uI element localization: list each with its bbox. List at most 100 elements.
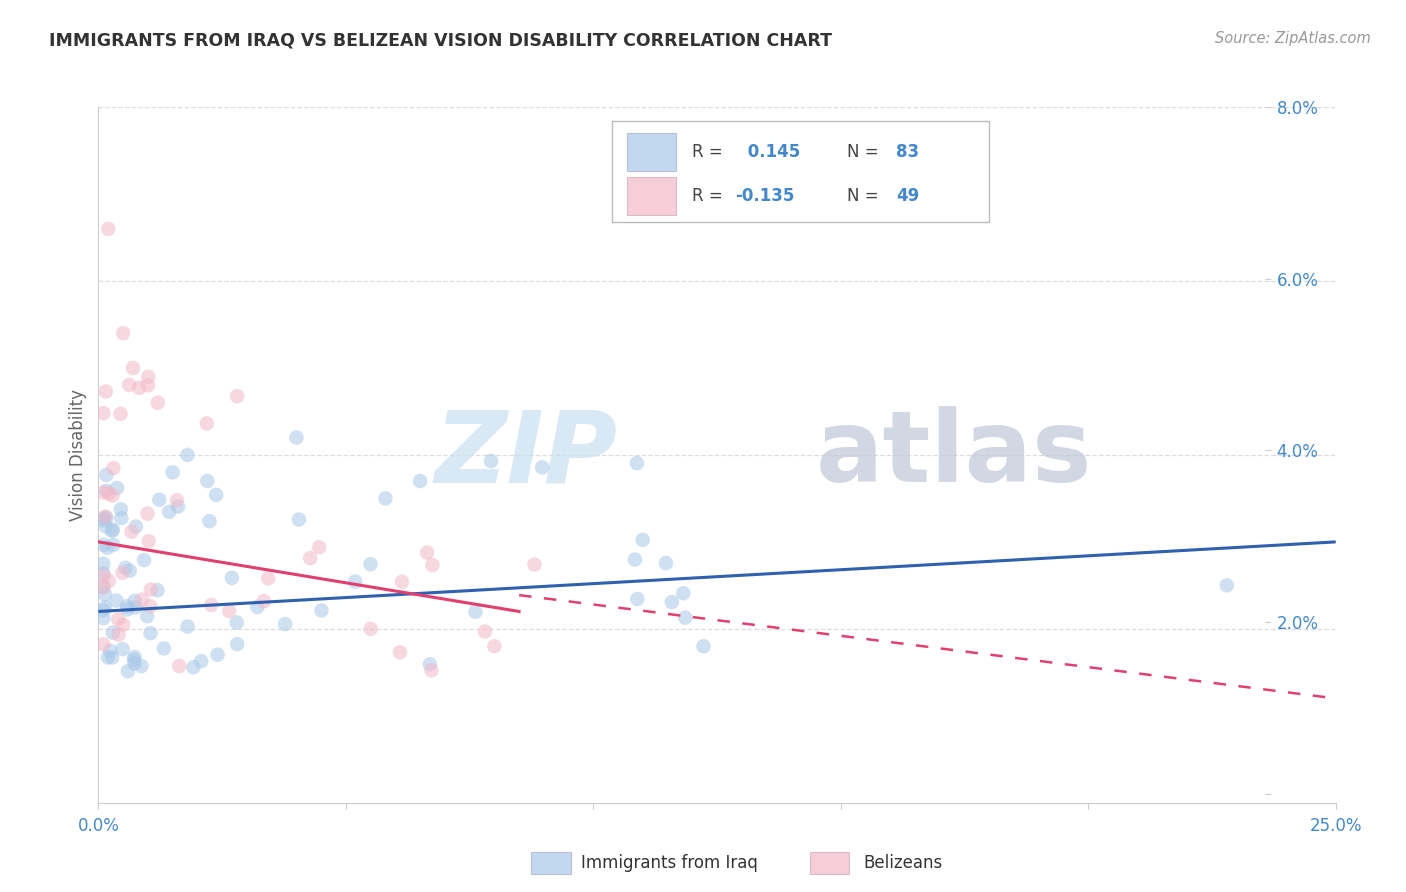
Point xyxy=(405,615,427,630)
Point xyxy=(249,653,271,667)
Text: IMMIGRANTS FROM IRAQ VS BELIZEAN VISION DISABILITY CORRELATION CHART: IMMIGRANTS FROM IRAQ VS BELIZEAN VISION … xyxy=(49,31,832,49)
Point xyxy=(637,547,659,561)
Point xyxy=(195,646,218,660)
Point xyxy=(174,637,197,651)
Point xyxy=(186,635,208,649)
Point xyxy=(236,652,259,666)
Point xyxy=(218,488,240,502)
Point xyxy=(177,483,200,498)
FancyBboxPatch shape xyxy=(803,843,837,864)
Point xyxy=(287,630,309,644)
Point xyxy=(208,375,231,389)
Point xyxy=(314,566,336,580)
Point xyxy=(169,560,191,574)
Text: 0.145: 0.145 xyxy=(742,143,800,161)
Point xyxy=(217,577,239,591)
Point xyxy=(264,591,287,606)
Point xyxy=(184,506,207,520)
Point xyxy=(170,506,193,520)
Point xyxy=(187,611,209,625)
Point xyxy=(361,597,384,611)
Point xyxy=(183,621,205,635)
Point xyxy=(186,559,208,574)
Point xyxy=(640,585,662,599)
Point xyxy=(169,574,191,588)
Point xyxy=(260,412,283,426)
Point xyxy=(222,634,245,648)
Point xyxy=(510,450,533,464)
Text: N =: N = xyxy=(835,186,866,204)
Point xyxy=(188,555,211,569)
Text: 49: 49 xyxy=(879,186,901,204)
Point xyxy=(174,567,197,582)
Point xyxy=(217,392,239,406)
Text: -0.135: -0.135 xyxy=(737,186,796,204)
Point xyxy=(169,532,191,546)
Point xyxy=(233,488,256,502)
Point xyxy=(682,604,704,618)
Point xyxy=(209,592,232,607)
Point xyxy=(1159,572,1181,586)
Point xyxy=(169,563,191,577)
Point xyxy=(697,632,720,647)
FancyBboxPatch shape xyxy=(628,120,960,220)
Point xyxy=(173,220,195,235)
Point xyxy=(169,481,191,495)
FancyBboxPatch shape xyxy=(557,843,592,864)
Point xyxy=(513,632,536,647)
Point xyxy=(172,506,194,520)
Point xyxy=(173,643,195,657)
Point xyxy=(447,469,470,483)
Point xyxy=(269,483,291,497)
Point xyxy=(177,457,200,471)
Point xyxy=(457,650,479,665)
Point xyxy=(458,552,481,566)
Point xyxy=(208,602,231,616)
Point xyxy=(208,367,231,381)
FancyBboxPatch shape xyxy=(641,176,685,213)
Point xyxy=(170,582,193,596)
Point xyxy=(190,596,212,610)
Point xyxy=(243,443,266,458)
Point xyxy=(180,587,202,601)
Point xyxy=(644,527,666,541)
Point xyxy=(177,619,200,633)
Point xyxy=(260,469,283,483)
Point xyxy=(172,479,194,493)
Point xyxy=(170,594,193,608)
Point xyxy=(202,586,225,600)
Text: Source: ZipAtlas.com: Source: ZipAtlas.com xyxy=(1215,31,1371,46)
Text: Immigrants from Iraq: Immigrants from Iraq xyxy=(600,845,778,863)
Point xyxy=(186,323,209,337)
Point xyxy=(197,643,219,657)
Point xyxy=(211,619,233,633)
Point xyxy=(342,507,364,521)
Point xyxy=(169,508,191,522)
Point xyxy=(184,403,207,417)
Point xyxy=(181,606,204,620)
Point xyxy=(226,500,249,514)
Point xyxy=(430,639,453,653)
Point xyxy=(197,594,219,608)
Point xyxy=(169,597,191,611)
Point xyxy=(177,518,200,533)
Point xyxy=(190,592,212,607)
Text: R =: R = xyxy=(699,186,730,204)
Point xyxy=(211,576,233,591)
Point xyxy=(638,451,661,466)
Point xyxy=(404,551,426,566)
Point xyxy=(201,377,224,392)
Point xyxy=(287,385,309,400)
Point xyxy=(391,568,413,582)
Point xyxy=(339,426,361,441)
FancyBboxPatch shape xyxy=(641,132,685,170)
Text: atlas: atlas xyxy=(807,402,1084,499)
Point xyxy=(170,504,193,518)
Point xyxy=(669,589,692,603)
Point xyxy=(329,610,352,624)
Point xyxy=(280,598,302,612)
Point xyxy=(283,565,305,579)
Point xyxy=(190,657,212,671)
Point xyxy=(352,545,374,559)
Point xyxy=(496,599,519,613)
